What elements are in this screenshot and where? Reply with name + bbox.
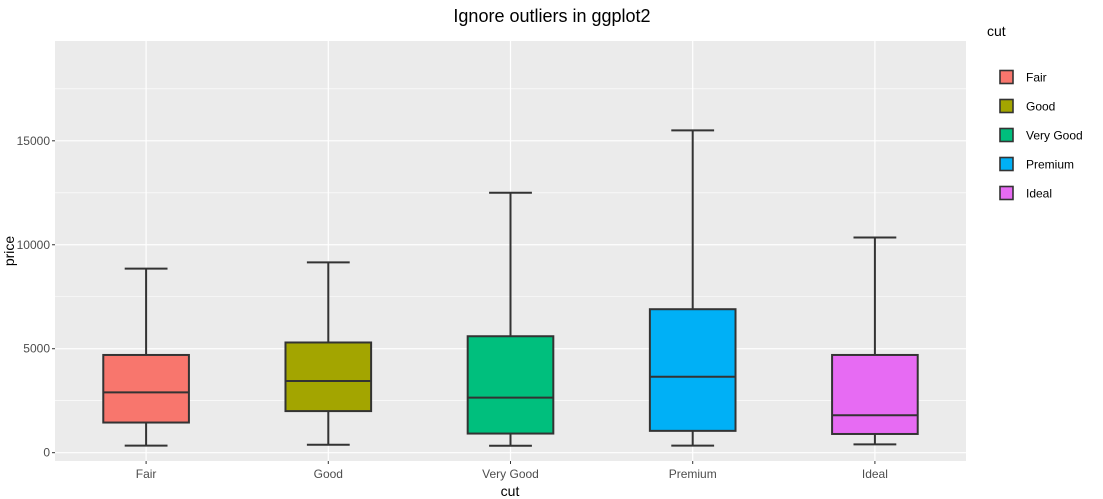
box-fair [102,267,190,447]
x-tick-label: Good [314,467,343,481]
chart-title: Ignore outliers in ggplot2 [453,6,650,26]
box-very-good [466,191,555,447]
y-axis: 0 5000 10000 15000 [17,134,55,460]
box-body [466,335,555,435]
legend-label: Premium [1026,158,1074,172]
x-axis: Fair Good Very Good Premium Ideal [136,461,888,481]
y-tick-label: 10000 [17,238,51,252]
y-tick-label: 0 [43,446,50,460]
y-axis-title: price [1,236,17,267]
x-tick-label: Fair [136,467,157,481]
x-axis-title: cut [501,483,520,499]
box-body [831,353,919,435]
y-tick-label: 5000 [23,342,50,356]
legend-swatch [999,69,1014,85]
legend-item: Very Good [999,127,1083,143]
legend-label: Very Good [1026,129,1083,143]
box-ideal [831,236,919,446]
legend-label: Ideal [1026,187,1052,201]
legend-item: Premium [999,156,1074,172]
legend-label: Fair [1026,71,1047,85]
legend-item: Good [999,98,1055,114]
box-good [284,261,373,446]
y-tick-label: 15000 [17,134,51,148]
box-premium [648,129,737,447]
legend-label: Good [1026,100,1055,114]
legend-swatch [999,98,1014,114]
box-series [102,129,919,447]
legend-swatch [999,185,1014,201]
x-tick-label: Very Good [482,467,539,481]
box-body [102,353,190,424]
legend-swatch [999,156,1014,172]
x-tick-label: Premium [669,467,717,481]
legend-item: Ideal [999,185,1052,201]
legend-swatch [999,127,1014,143]
box-body [284,341,373,413]
legend-item: Fair [999,69,1047,85]
legend-title: cut [987,23,1006,39]
x-tick-label: Ideal [862,467,888,481]
box-body [648,308,737,432]
legend: cut Fair Good Very Good Premium Ideal [987,23,1083,201]
